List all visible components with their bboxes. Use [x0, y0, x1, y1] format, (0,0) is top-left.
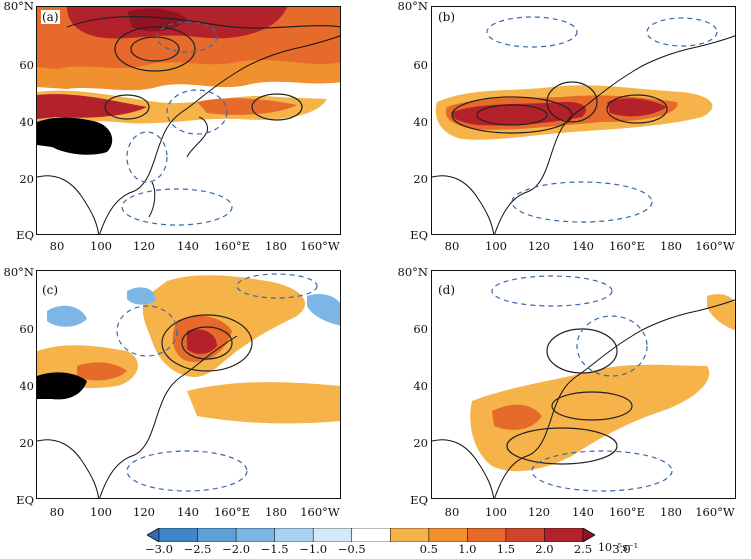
colorbar-tick-label: −0.5	[337, 542, 366, 556]
colorbar-segment	[505, 528, 546, 542]
y-label: 80°N	[3, 0, 34, 13]
panel-label-c: (c)	[41, 283, 60, 297]
colorbar-arrow-left	[147, 528, 160, 542]
colorbar-tick-label: 1.5	[496, 542, 516, 556]
y-label: 80°N	[397, 0, 428, 13]
map-c	[37, 273, 340, 498]
y-label: 60	[19, 58, 34, 72]
x-label: 180	[660, 505, 682, 519]
colorbar-segment	[235, 528, 276, 542]
y-label: 40	[413, 115, 428, 129]
x-label: 100	[90, 505, 112, 519]
map-b	[432, 16, 735, 234]
y-label: EQ	[410, 228, 428, 242]
map-d	[432, 275, 735, 498]
colorbar-tick-label: −2.0	[222, 542, 251, 556]
x-label: 160°W	[300, 239, 340, 253]
colorbar-segment	[274, 528, 314, 542]
colorbar-tick-label: −1.0	[299, 542, 328, 556]
x-label: 180	[265, 505, 287, 519]
colorbar	[147, 528, 595, 542]
x-label: 160°W	[300, 505, 340, 519]
x-label: 120	[133, 505, 155, 519]
x-label: 100	[90, 239, 112, 253]
colorbar-segment	[389, 528, 430, 542]
map-a	[37, 7, 340, 234]
x-label: 160°E	[213, 505, 251, 519]
y-label: 40	[19, 115, 34, 129]
colorbar-tick-label: 0.5	[419, 542, 438, 556]
y-label: 20	[413, 172, 428, 186]
map-frame-c	[36, 270, 341, 499]
colorbar-segment	[351, 528, 392, 542]
x-label: 140	[572, 239, 594, 253]
y-label: EQ	[410, 493, 428, 507]
panel-label-a: (a)	[41, 10, 60, 24]
map-frame-d	[431, 270, 736, 499]
y-label: 60	[413, 322, 428, 336]
x-label: 120	[528, 505, 550, 519]
x-label: 80	[444, 505, 460, 519]
y-label: 20	[413, 436, 428, 450]
x-label: 80	[49, 505, 65, 519]
y-label: 20	[19, 436, 34, 450]
x-label: 100	[485, 239, 507, 253]
x-label: 140	[177, 505, 199, 519]
x-label: 80	[444, 239, 460, 253]
x-label: 140	[177, 239, 199, 253]
map-frame-a	[36, 6, 341, 235]
colorbar-tick-label: 2.0	[535, 542, 554, 556]
x-label: 100	[485, 505, 507, 519]
x-label: 180	[660, 239, 682, 253]
x-label: 120	[133, 239, 155, 253]
y-label: EQ	[16, 493, 34, 507]
colorbar-segment	[158, 528, 199, 542]
colorbar-segment	[467, 528, 507, 542]
x-label: 120	[528, 239, 550, 253]
panel-label-d: (d)	[437, 283, 457, 297]
colorbar-unit: 10⁻⁵s⁻¹	[598, 541, 639, 554]
colorbar-tick-label: −1.5	[260, 542, 289, 556]
y-label: 40	[413, 379, 428, 393]
x-label: 140	[572, 505, 594, 519]
y-label: 60	[19, 322, 34, 336]
y-label: EQ	[16, 228, 34, 242]
y-label: 40	[19, 379, 34, 393]
x-label: 160°E	[608, 239, 646, 253]
colorbar-segment	[312, 528, 353, 542]
colorbar-segment	[428, 528, 469, 542]
x-label: 80	[49, 239, 65, 253]
x-label: 180	[265, 239, 287, 253]
colorbar-tick-label: −3.0	[145, 542, 173, 556]
y-label: 20	[19, 172, 34, 186]
colorbar-tick-label: 1.0	[458, 542, 477, 556]
x-label: 160°E	[213, 239, 251, 253]
y-label: 80°N	[397, 265, 428, 279]
panel-label-b: (b)	[437, 10, 457, 24]
colorbar-tick-label: 3.0	[612, 542, 631, 556]
x-label: 160°W	[695, 239, 735, 253]
y-label: 60	[413, 58, 428, 72]
colorbar-arrow-right	[582, 528, 595, 542]
y-label: 80°N	[3, 265, 34, 279]
x-label: 160°E	[608, 505, 646, 519]
map-frame-b	[431, 6, 736, 235]
colorbar-segment	[544, 528, 584, 542]
colorbar-tick-label: 2.5	[573, 542, 593, 556]
x-label: 160°W	[695, 505, 735, 519]
colorbar-segment	[197, 528, 237, 542]
colorbar-tick-label: −2.5	[183, 542, 212, 556]
